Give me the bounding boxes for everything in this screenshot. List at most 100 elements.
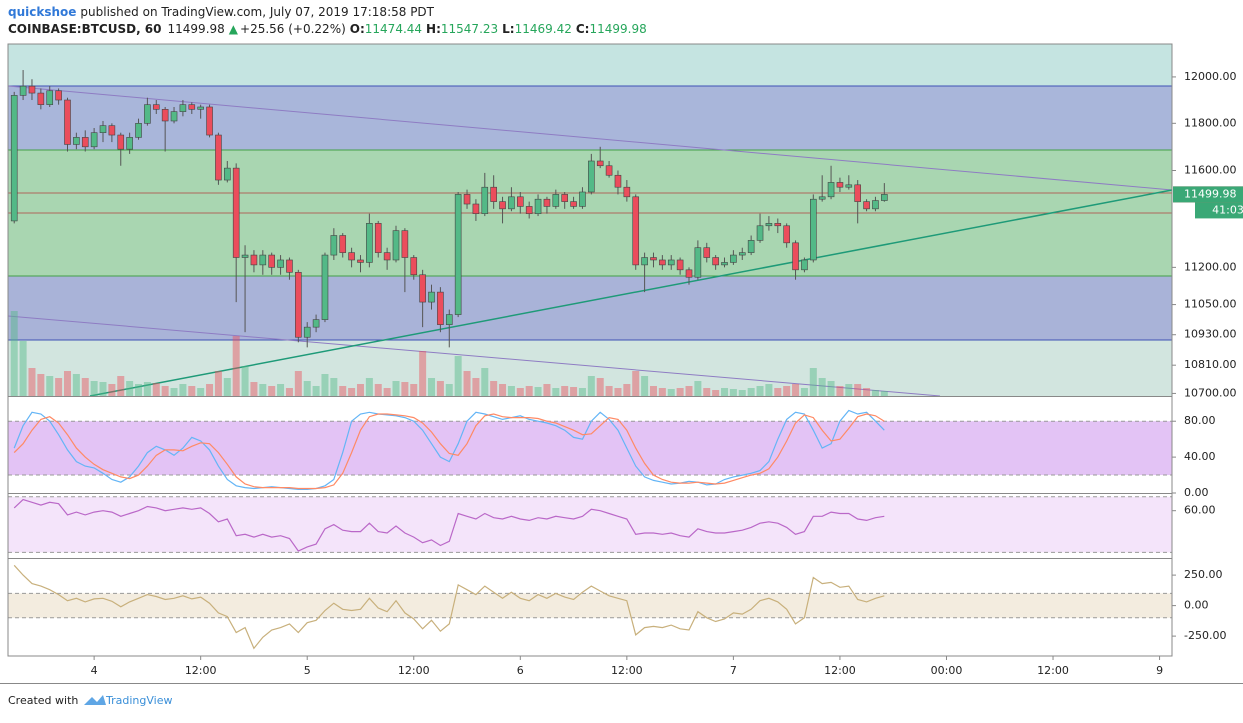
- indicator-line: [13, 413, 885, 490]
- volume-bar: [543, 384, 551, 396]
- trend-line: [7, 315, 941, 397]
- y-tick-label: 11600.00: [1184, 164, 1237, 177]
- volume-bar: [774, 388, 782, 396]
- plot-frame: [7, 43, 1173, 657]
- volume-bar: [206, 384, 214, 396]
- candle-body: [454, 194, 462, 315]
- candle-body: [703, 247, 711, 258]
- volume-bar: [99, 382, 107, 396]
- volume-bar: [641, 376, 649, 396]
- volume-bar: [703, 388, 711, 396]
- candle-body: [863, 201, 870, 210]
- candle-body: [641, 257, 648, 266]
- candle-body: [37, 92, 45, 105]
- volume-bar: [658, 388, 666, 396]
- volume-bar: [197, 388, 205, 396]
- candle-body: [561, 194, 568, 202]
- up-arrow: ▲: [229, 22, 239, 36]
- y-tick-label: 10810.00: [1184, 358, 1237, 371]
- candle-body: [445, 314, 453, 325]
- volume-bar: [534, 387, 542, 396]
- volume-bar: [28, 368, 36, 396]
- volume-bar: [330, 378, 338, 396]
- l-value: 11469.42: [515, 22, 572, 36]
- volume-bar: [721, 388, 729, 396]
- volume-bar: [303, 381, 311, 396]
- candle-body: [135, 123, 142, 138]
- volume-bar: [19, 341, 27, 396]
- header-line: quickshoe published on TradingView.com, J…: [8, 5, 435, 19]
- c-label: C:: [576, 22, 590, 36]
- band-fill: [8, 496, 1172, 553]
- candle-body: [170, 111, 178, 122]
- y-tick-label: 60.00: [1184, 504, 1216, 517]
- brand[interactable]: TradingView: [105, 694, 172, 707]
- brand-logo: [84, 695, 106, 705]
- volume-bar: [117, 376, 125, 396]
- x-tick-label: 12:00: [185, 664, 217, 677]
- volume-bar: [37, 374, 45, 396]
- symbol: COINBASE:BTCUSD, 60: [8, 22, 162, 36]
- x-tick-label: 6: [517, 664, 524, 677]
- candle-body: [508, 196, 515, 210]
- volume-bar: [90, 381, 98, 396]
- indicator-line: [13, 564, 885, 650]
- x-tick-label: 9: [1156, 664, 1163, 677]
- candle-body: [667, 259, 675, 266]
- volume-bar: [108, 384, 116, 396]
- candle-body: [845, 184, 853, 188]
- volume-bar: [649, 386, 657, 396]
- y-tick-label: 11200.00: [1184, 260, 1237, 273]
- candle-body: [348, 252, 355, 261]
- plot: 4 12:00 5 12:00 6 12:00 7 12:00 00:00 12:00 9 10700…: [8, 70, 1243, 677]
- trend-line: [89, 189, 1173, 397]
- volume-bar: [632, 371, 640, 396]
- y-tick-label: 10700.00: [1184, 386, 1237, 399]
- volume-bar: [374, 384, 382, 396]
- volume-bar: [694, 381, 702, 396]
- candle-body: [552, 194, 560, 207]
- last-price: 11499.98: [168, 22, 225, 36]
- candle-body: [579, 191, 586, 207]
- volume-bar: [321, 374, 329, 396]
- zone: [8, 276, 1172, 340]
- x-tick-label: 5: [304, 664, 311, 677]
- volume-bar: [738, 390, 746, 396]
- candle-body: [517, 196, 524, 207]
- volume-bar: [561, 386, 569, 396]
- volume-bar: [383, 388, 391, 396]
- x-tick-label: 12:00: [398, 664, 430, 677]
- candle-body: [632, 196, 640, 266]
- volume-bar: [259, 384, 267, 396]
- candle-body: [232, 167, 240, 258]
- volume-bar: [428, 378, 436, 396]
- volume-bar: [676, 388, 684, 396]
- o-value: 11474.44: [365, 22, 422, 36]
- author[interactable]: quickshoe: [8, 5, 76, 19]
- candle-body: [366, 223, 373, 263]
- candle-body: [295, 271, 302, 338]
- candle-body: [224, 167, 231, 181]
- candle-body: [161, 109, 169, 122]
- volume-bar: [339, 386, 347, 396]
- candle-body: [10, 95, 18, 222]
- volume-bar: [525, 386, 533, 396]
- candle-body: [543, 198, 551, 207]
- candle-body: [525, 206, 533, 214]
- h-label: H:: [426, 22, 441, 36]
- countdown: 41:03: [1212, 203, 1243, 216]
- x-tick-label: 12:00: [611, 664, 643, 677]
- volume-bar: [63, 371, 71, 396]
- volume-bar: [578, 388, 586, 396]
- volume-bar: [685, 386, 693, 396]
- candle-body: [277, 259, 284, 268]
- candle-body: [410, 257, 418, 276]
- candle-body: [809, 198, 817, 261]
- volume-bar: [214, 371, 222, 396]
- volume-bar: [72, 374, 80, 396]
- candle-body: [241, 254, 249, 258]
- candle-body: [321, 254, 329, 320]
- volume-bar: [356, 384, 364, 396]
- candle-body: [499, 201, 506, 210]
- volume-bar: [135, 384, 143, 396]
